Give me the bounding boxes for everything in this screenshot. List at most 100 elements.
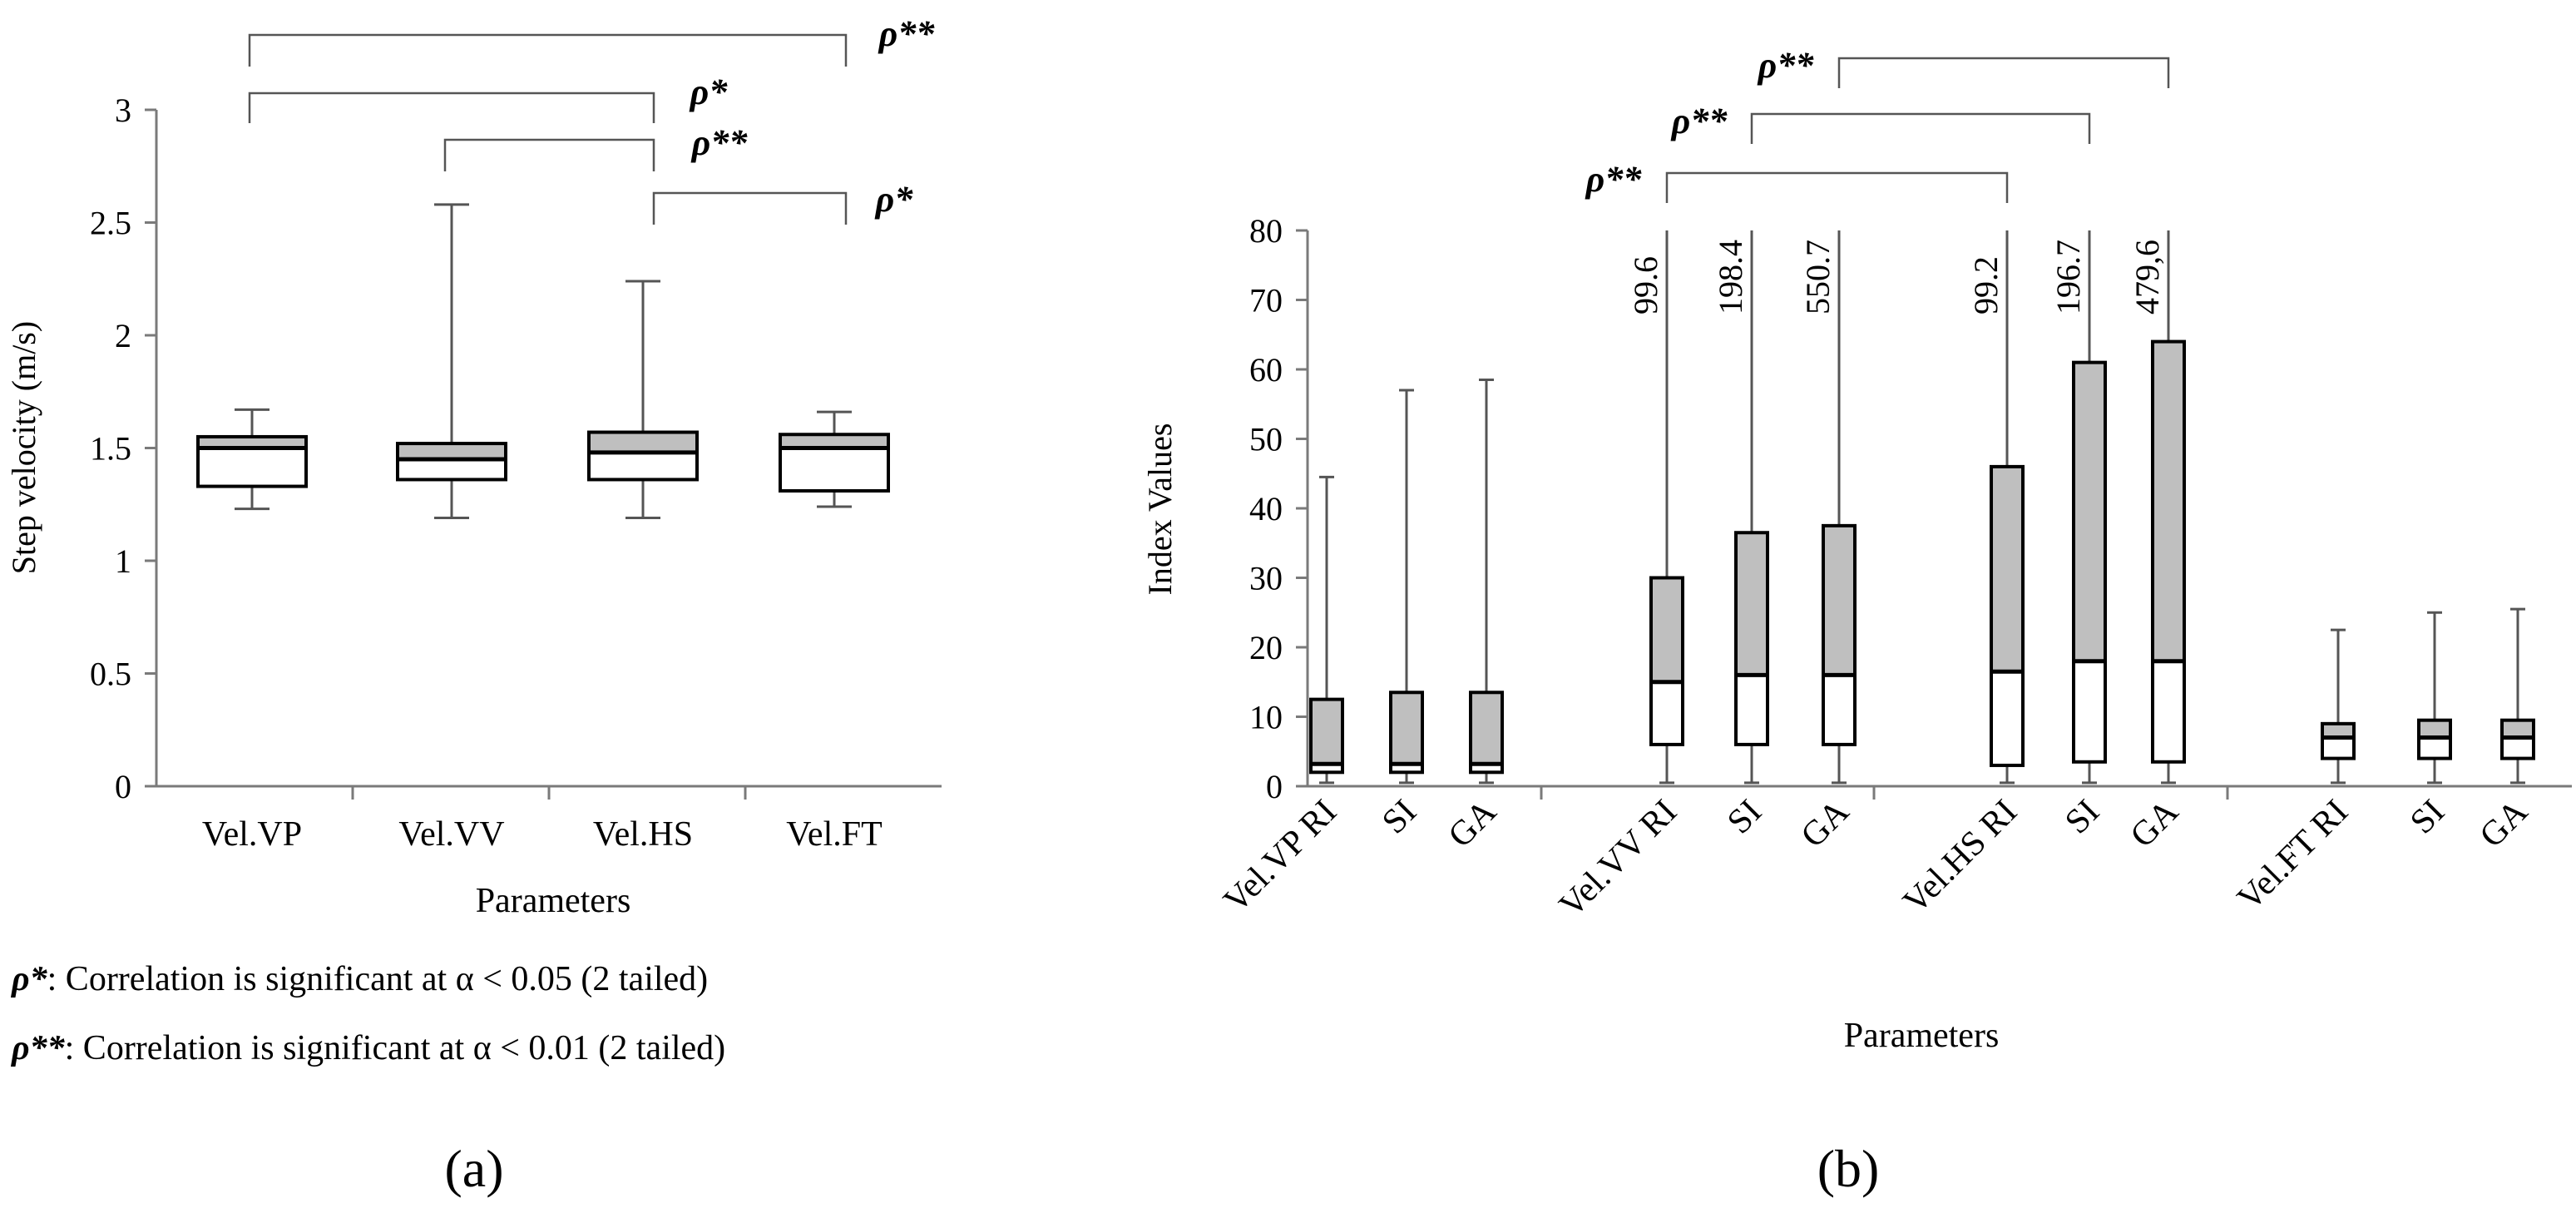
panel-b-x-tick-label: SI [2058,793,2107,842]
box-vel-ft-lower-box [779,446,890,493]
panel-b-x-tick-label: SI [1720,793,1769,842]
box-vel-ft [779,410,890,508]
max-value-label: 550.7 [1799,240,1837,314]
box-vel-ft-ga-lower-box [2500,735,2535,760]
panel-b-x-tick-label: SI [1375,793,1424,842]
box-vel-vv-ri [1649,230,1684,785]
panel-a-x-tick-label: Vel.HS [593,815,693,854]
box-vel-ft-ri-upper-box [2321,721,2356,740]
box-vel-hs-ga [2151,230,2186,785]
panel-a-y-tick-label: 0 [115,768,131,805]
bracket-vv-ga-hs-ga: ρ** [1757,45,2170,88]
box-vel-hs-si-upper-box [2072,360,2107,663]
box-vel-hs-upper-box [587,430,699,454]
bracket-vv-si-hs-si-label: ρ** [1670,101,1728,141]
bracket-vv-ri-hs-ri-label: ρ** [1585,159,1643,200]
bracket-vv-si-hs-si-line [1750,112,2091,144]
panel-a-label: (a) [444,1139,503,1198]
bracket-vp-hs: ρ* [248,72,728,123]
panel-b-x-axis-title: Parameters [1844,1017,2000,1055]
bracket-vv-si-hs-si: ρ** [1670,101,2091,144]
box-vel-hs [587,280,699,520]
box-vel-vv-lower-box [396,458,507,482]
box-vel-vv-ga [1822,230,1857,785]
note-1-symbol: ρ* [10,960,48,998]
box-vel-vv-si-upper-box [1734,531,1769,677]
panel-b-x-tick-label: GA [1441,792,1505,855]
panel-b-y-tick-label: 10 [1249,699,1283,736]
box-vel-vp-ri [1309,475,1344,785]
box-vel-vp-ga-upper-box [1469,691,1504,766]
panel-a-y-tick-label: 2 [115,317,131,354]
box-vel-vp-si-upper-box [1389,691,1424,766]
panel-b-y-tick-label: 50 [1249,421,1283,458]
panel-b-y-tick-label: 40 [1249,490,1283,527]
panel-b-x-tick-label: Vel.VV RI [1552,793,1684,925]
box-vel-vp-ri-upper-box [1309,697,1344,766]
note-2-text: : Correlation is significant at α < 0.01… [65,1029,726,1067]
box-vel-vv-si-lower-box [1734,673,1769,746]
panel-b-x-tick-label: Vel.HS RI [1896,793,2025,922]
note-significance-005: ρ*: Correlation is significant at α < 0.… [10,960,708,998]
panel-a-y-tick-label: 1 [115,542,131,580]
panel-b-y-tick-label: 20 [1249,629,1283,666]
box-vel-ft-ri-lower-box [2321,735,2356,760]
box-vel-vv-ga-lower-box [1822,673,1857,746]
max-value-label: 198.4 [1712,240,1749,314]
panel-b-y-tick-label: 80 [1249,212,1283,250]
panel-b-x-tick-label: GA [1794,792,1857,855]
box-vel-hs-ri [1990,230,2025,785]
box-vel-ft-si-lower-box [2417,735,2452,760]
box-vel-ft-ga [2500,607,2535,785]
box-vel-vv-ga-upper-box [1822,523,1857,677]
box-vel-vp-ga [1469,379,1504,785]
box-vel-vv-ri-lower-box [1649,680,1684,746]
bracket-vv-hs: ρ** [443,122,748,171]
panel-b-x-tick-label: GA [2124,792,2187,855]
bracket-vp-ft: ρ** [248,13,936,67]
bracket-vp-hs-line [248,92,655,123]
panel-a-x-tick-label: Vel.VP [202,815,302,854]
box-vel-vv [396,203,507,520]
bracket-hs-ft-label: ρ* [874,179,914,220]
panel-a-y-tick-label: 2.5 [90,205,131,242]
panel-b-x-tick-label: SI [2403,793,2452,842]
panel-a-x-tick-label: Vel.FT [786,815,883,854]
panel-a-x-axis-title: Parameters [476,882,631,920]
max-value-label: 196.7 [2049,240,2087,314]
bracket-vv-ga-hs-ga-label: ρ** [1757,45,1815,86]
box-vel-vp-si [1389,389,1424,785]
box-vel-hs-si [2072,230,2107,785]
panel-b-y-tick-label: 30 [1249,560,1283,597]
box-vel-hs-ga-lower-box [2151,659,2186,764]
bracket-vv-ga-hs-ga-line [1837,57,2170,88]
panel-b-y-axis-title: Index Values [1141,423,1179,596]
panel-b-x-tick-label: Vel.FT RI [2230,793,2356,918]
max-value-label: 99.6 [1627,256,1664,314]
panel-a-x-tick-label: Vel.VV [398,815,504,854]
box-vel-hs-ri-lower-box [1990,670,2025,767]
panel-b-chart: 0 10 20 30 40 50 60 70 80 Vel.VP RI SI GA Vel.VV RI S… [1141,45,2572,1198]
note-significance-001: ρ**: Correlation is significant at α < 0… [10,1029,725,1067]
box-vel-hs-ga-upper-box [2151,339,2186,663]
panel-b-x-tick-label: GA [2473,792,2536,855]
bracket-vp-ft-label: ρ** [878,13,936,54]
bracket-vv-ri-hs-ri-line [1665,171,2009,203]
box-vel-vv-si [1734,230,1769,785]
panel-b-y-tick-label: 0 [1266,768,1283,805]
panel-b-label: (b) [1817,1139,1880,1198]
box-vel-ft-ri [2321,628,2356,785]
bracket-vp-ft-line [248,33,848,67]
box-vel-ft-si-upper-box [2417,718,2452,740]
box-vel-vv-ri-upper-box [1649,576,1684,684]
note-1-text: : Correlation is significant at α < 0.05… [47,960,709,998]
bracket-vv-ri-hs-ri: ρ** [1585,159,2009,203]
box-vel-ft-si [2417,611,2452,785]
panel-b-y-tick-label: 70 [1249,282,1283,319]
max-value-label: 479,6 [2129,240,2166,314]
bracket-hs-ft-line [652,191,848,225]
box-vel-hs-ri-upper-box [1990,464,2025,674]
box-vel-vp-lower-box [196,446,308,488]
panel-a-y-tick-label: 3 [115,92,131,129]
